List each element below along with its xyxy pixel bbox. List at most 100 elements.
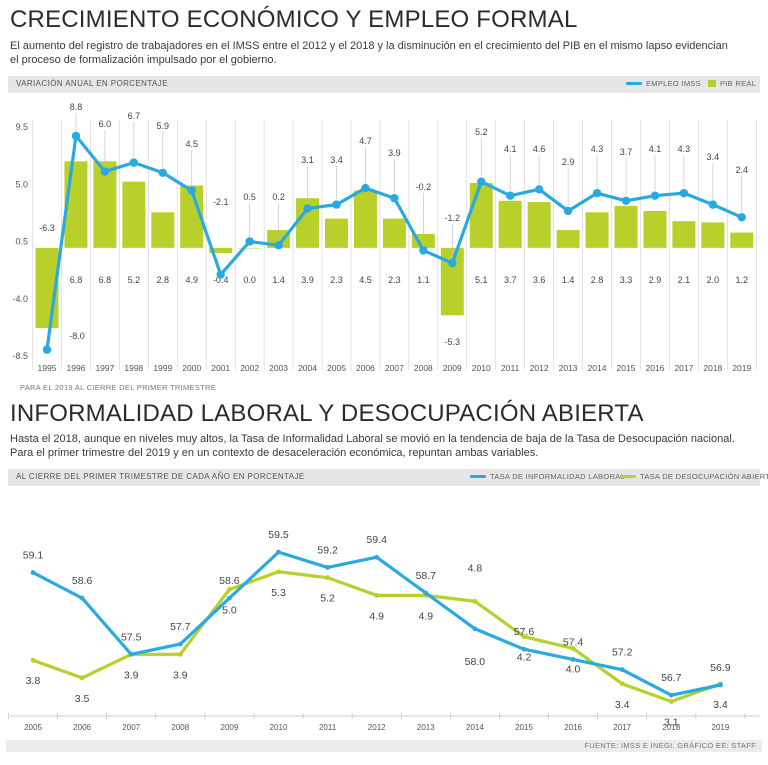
bar-label-pib-2019: 1.2: [736, 275, 749, 285]
point-desocupacion-2017: [619, 681, 625, 687]
x-tick-label: 2003: [269, 363, 288, 373]
point-desocupacion-2015: [521, 634, 527, 640]
x-tick-label: 2011: [501, 363, 520, 373]
bar-pib-2016: [643, 210, 667, 248]
bar-label-pib-2018: 2.0: [707, 275, 720, 285]
line-label-empleo-2001: -2.1: [213, 197, 229, 207]
x-tick-label: 2017: [613, 723, 631, 732]
bar-pib-2018: [701, 222, 725, 248]
label-informalidad-2013: 58.7: [416, 570, 437, 582]
bar-pib-2007: [382, 218, 406, 248]
bar-label-pib-2016: 2.9: [649, 275, 662, 285]
bar-label-pib-2014: 2.8: [591, 275, 604, 285]
x-tick-label: 2004: [298, 363, 317, 373]
y-tick-label: 5.0: [15, 179, 28, 189]
point-informalidad-2010: [276, 549, 281, 555]
label-desocupacion-2009: 5.0: [222, 604, 237, 616]
section2-header-band: AL CIERRE DEL PRIMER TRIMESTRE DE CADA A…: [8, 469, 768, 486]
source-note: FUENTE: IMSS E INEGI. GRÁFICO EE: STAFF: [584, 741, 756, 750]
bar-label-pib-2007: 2.3: [388, 275, 401, 285]
line-label-empleo-1999: 5.9: [157, 121, 170, 131]
x-tick-label: 2005: [327, 363, 346, 373]
bar-pib-2001: [209, 247, 233, 253]
legend-desocupacion: TASA DE DESOCUPACIÓN ABIERTA: [620, 472, 768, 481]
bar-label-pib-2009: -5.3: [445, 337, 461, 347]
label-desocupacion-2011: 5.2: [320, 593, 335, 605]
bar-label-pib-2013: 1.4: [562, 275, 575, 285]
bar-pib-2012: [527, 202, 551, 248]
legend-pib-real: PIB REAL: [708, 79, 756, 88]
x-tick-label: 2012: [530, 363, 549, 373]
line-label-empleo-2016: 4.1: [649, 144, 662, 154]
point-empleo-2015: [621, 196, 631, 205]
bar-label-pib-2008: 1.1: [417, 275, 430, 285]
bar-pib-1997: [93, 161, 117, 248]
point-informalidad-2005: [30, 570, 36, 575]
label-desocupacion-2014: 4.8: [468, 562, 483, 574]
label-informalidad-2006: 58.6: [72, 575, 93, 587]
line-label-empleo-2007: 3.9: [388, 148, 401, 158]
point-empleo-2003: [274, 241, 283, 250]
label-informalidad-2010: 59.5: [268, 529, 289, 541]
label-informalidad-2011: 59.2: [317, 544, 338, 556]
point-empleo-1997: [100, 167, 110, 176]
legend-empleo-imss: EMPLEO IMSS: [626, 79, 701, 88]
point-desocupacion-2005: [30, 657, 36, 663]
line-label-empleo-2000: 4.5: [185, 139, 198, 149]
line-label-empleo-2019: 2.4: [736, 165, 749, 175]
point-empleo-2007: [390, 194, 399, 203]
legend-pib-label: PIB REAL: [720, 79, 757, 88]
point-empleo-2012: [534, 185, 544, 194]
x-tick-label: 2007: [385, 363, 404, 373]
x-tick-label: 2013: [559, 363, 578, 373]
line-label-empleo-1997: 6.0: [99, 119, 112, 129]
section1-title: CRECIMIENTO ECONÓMICO Y EMPLEO FORMAL: [10, 6, 578, 33]
line-label-empleo-1996: 8.8: [70, 102, 83, 112]
point-informalidad-2014: [472, 626, 478, 632]
x-tick-label: 2006: [356, 363, 375, 373]
bar-pib-2010: [469, 182, 493, 248]
x-tick-label: 2015: [515, 723, 533, 732]
bar-pib-2002: [238, 247, 262, 249]
line-label-empleo-2004: 3.1: [301, 155, 314, 165]
bar-pib-2015: [614, 205, 638, 248]
section2-subtitle: Hasta el 2018, aunque en niveles muy alt…: [10, 433, 735, 459]
section1-band-label: VARIACIÓN ANUAL EN PORCENTAJE: [16, 79, 168, 88]
line-label-empleo-2014: 4.3: [591, 144, 604, 154]
section1-header-band: VARIACIÓN ANUAL EN PORCENTAJE EMPLEO IMS…: [8, 76, 760, 93]
bar-label-pib-1997: 6.8: [99, 275, 112, 285]
point-empleo-2006: [361, 183, 370, 193]
point-informalidad-2008: [177, 641, 183, 647]
point-empleo-2000: [187, 186, 196, 195]
bar-pib-2019: [730, 232, 754, 248]
point-empleo-2005: [332, 200, 341, 209]
point-empleo-2017: [679, 188, 689, 198]
line-label-empleo-2018: 3.4: [707, 152, 720, 162]
x-tick-label: 2001: [211, 363, 230, 373]
bar-pib-2000: [180, 185, 204, 248]
line-label-empleo-2015: 3.7: [620, 147, 633, 157]
chart-crecimiento-empleo: 9.5 5.0 0.5 -4.0 -8.5 -6.3 6.8 6.8 5.2 2.8 4.9 -0.4…: [12, 102, 757, 373]
bar-label-pib-1998: 5.2: [128, 275, 141, 285]
footer-band: FUENTE: IMSS E INEGI. GRÁFICO EE: STAFF: [6, 740, 762, 752]
label-desocupacion-2008: 3.9: [173, 669, 188, 681]
bar-label-pib-2012: 3.6: [533, 275, 546, 285]
point-empleo-2018: [708, 200, 718, 209]
label-informalidad-2007: 57.5: [121, 631, 142, 643]
x-tick-label: 2016: [564, 723, 582, 732]
x-tick-label: 2010: [270, 723, 288, 732]
point-informalidad-2019: [718, 682, 723, 688]
point-informalidad-2016: [570, 657, 576, 662]
line-label-empleo-2002: 0.5: [243, 192, 256, 202]
line-label-empleo-2006: 4.7: [359, 136, 372, 146]
label-desocupacion-2007: 3.9: [124, 669, 139, 681]
point-empleo-2002: [245, 237, 254, 246]
bar-label-pib-2004: 3.9: [301, 275, 314, 285]
label-informalidad-2019: 56.9: [710, 662, 731, 674]
line-label-empleo-1995: -8.0: [69, 331, 85, 341]
point-desocupacion-2006: [79, 675, 85, 681]
x-tick-label: 2010: [472, 363, 491, 373]
bar-label-pib-2015: 3.3: [620, 275, 633, 285]
line-label-empleo-2010: 5.2: [475, 127, 488, 137]
point-empleo-2009: [448, 258, 457, 268]
